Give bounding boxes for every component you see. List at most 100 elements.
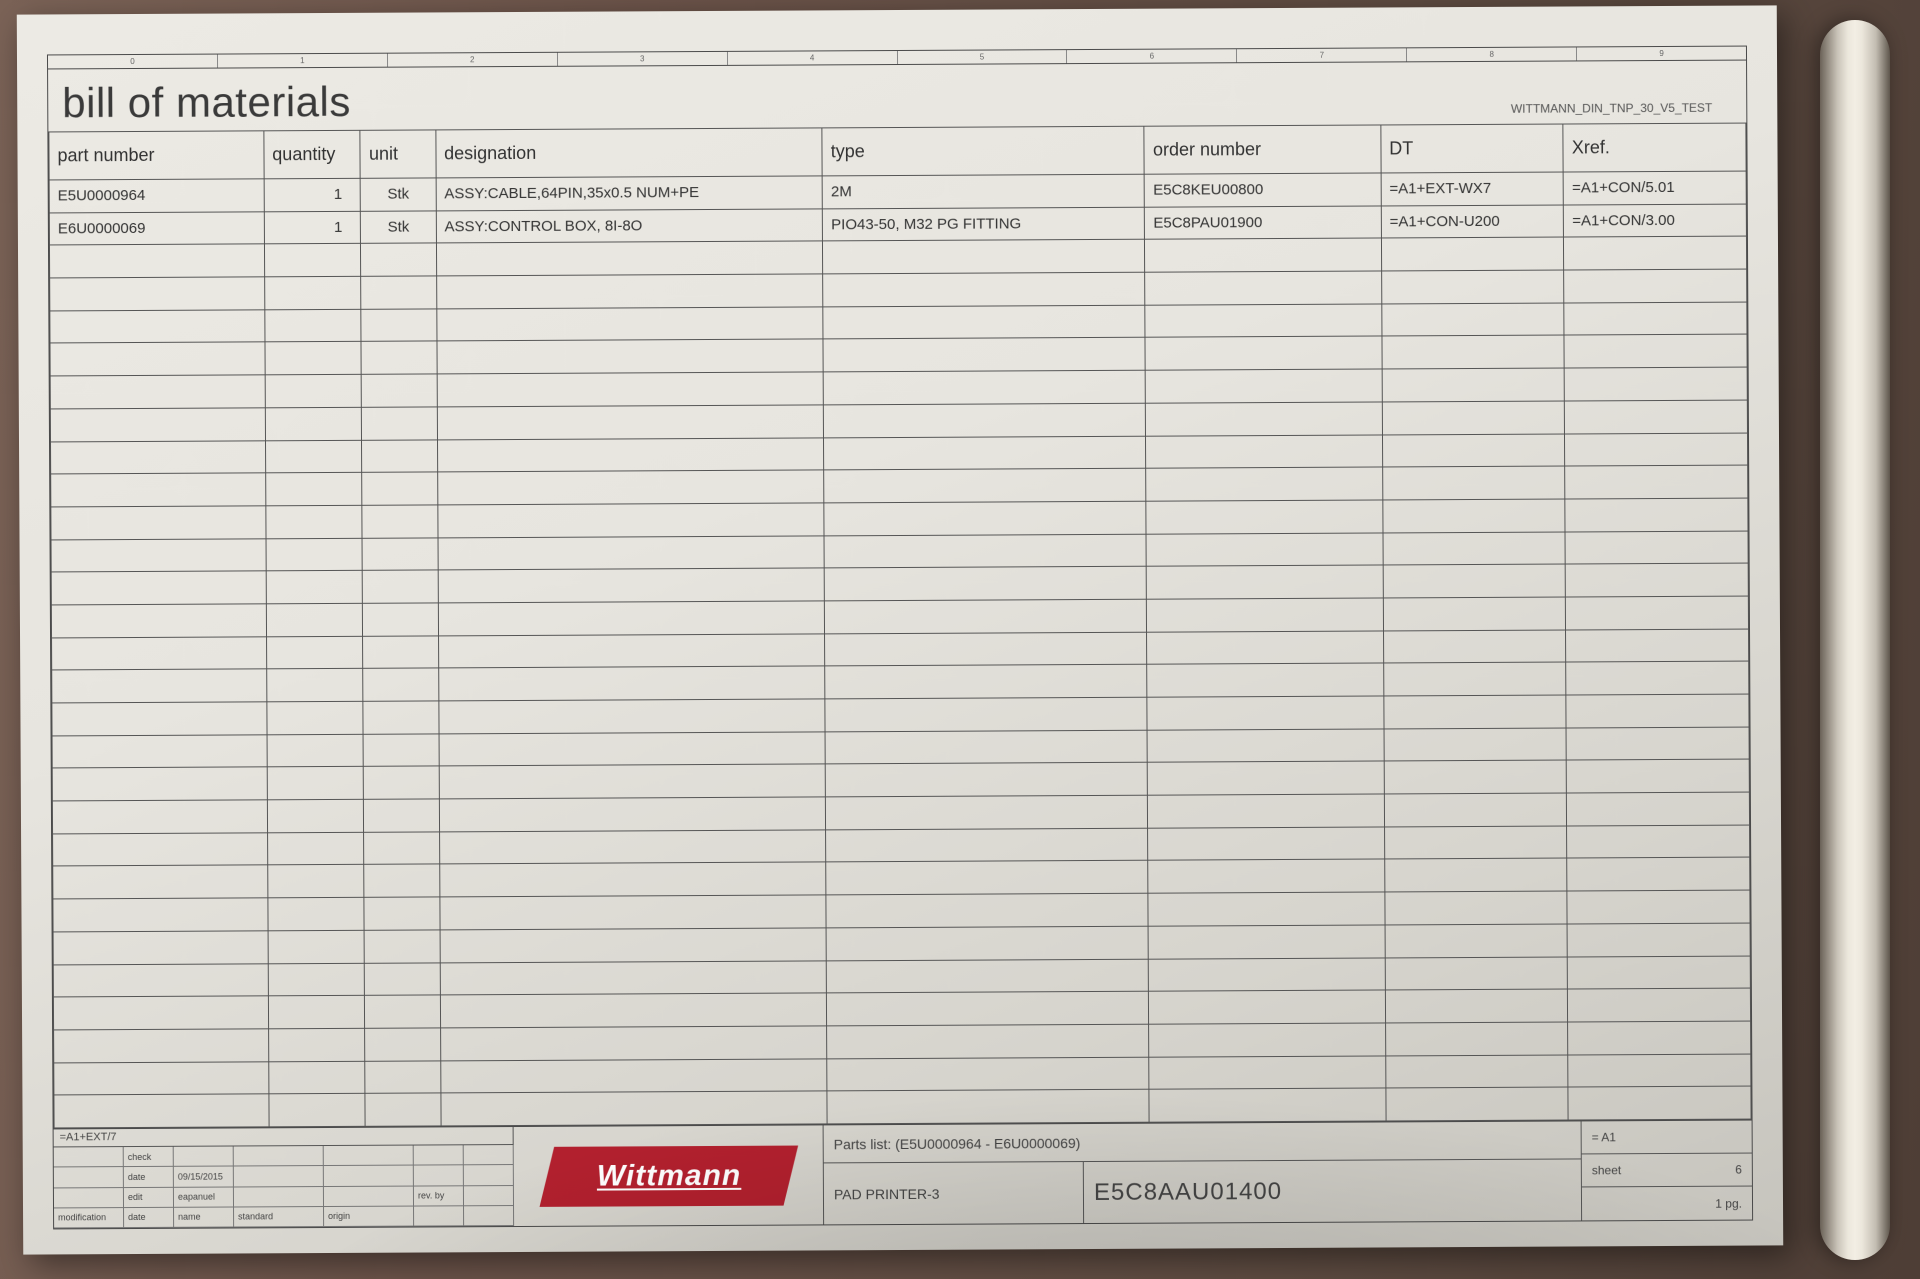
col-index: 4	[728, 51, 898, 65]
cell-quantity	[268, 930, 365, 963]
cell-unit	[365, 1093, 440, 1126]
cell-xref	[1564, 236, 1747, 270]
col-unit: unit	[360, 130, 435, 178]
cell-type	[824, 403, 1146, 437]
brand-text: Wittmann	[596, 1158, 741, 1193]
cell-designation	[440, 1058, 827, 1093]
cell-xref	[1566, 629, 1749, 663]
cell-part_number	[53, 963, 268, 997]
cell-part_number	[51, 473, 266, 507]
cell-order_number	[1148, 794, 1384, 828]
cell-part_number	[51, 604, 266, 638]
cell-order_number	[1149, 925, 1385, 959]
cell-dt	[1382, 303, 1565, 337]
cell-order_number	[1146, 500, 1382, 534]
cell-dt: =A1+EXT-WX7	[1381, 172, 1564, 206]
mod-cell: name	[174, 1207, 234, 1228]
cell-xref	[1568, 1054, 1751, 1088]
cell-quantity	[266, 505, 363, 538]
mod-cell	[324, 1146, 414, 1167]
cell-xref	[1566, 694, 1749, 728]
cell-designation	[439, 764, 826, 799]
cell-part_number	[53, 865, 268, 899]
cell-unit	[361, 243, 436, 276]
cell-order_number	[1147, 631, 1383, 665]
cell-designation	[440, 993, 827, 1028]
cell-unit	[361, 309, 436, 342]
cell-type	[826, 828, 1148, 862]
cell-unit: Stk	[361, 178, 436, 211]
mod-cell: modification	[54, 1208, 124, 1229]
cell-order_number	[1145, 336, 1381, 370]
cell-unit	[364, 766, 439, 799]
document-number: E5C8AAU01400	[1084, 1159, 1581, 1223]
col-order_number: order number	[1144, 125, 1381, 174]
cell-quantity	[266, 669, 363, 702]
mod-cell	[54, 1167, 124, 1188]
cell-part_number	[50, 342, 265, 376]
pg-label: 1 pg.	[1715, 1196, 1742, 1210]
cell-designation	[438, 601, 825, 636]
cell-type	[827, 959, 1149, 993]
cell-quantity: 1	[264, 178, 361, 211]
cell-unit	[362, 472, 437, 505]
cell-order_number	[1146, 467, 1382, 501]
mod-cell: rev. by	[414, 1186, 464, 1207]
cell-type	[825, 763, 1147, 797]
cell-part_number	[50, 375, 265, 409]
sheet-value: 6	[1735, 1163, 1742, 1177]
cell-order_number	[1146, 434, 1382, 468]
mod-cell	[464, 1206, 514, 1227]
cell-quantity	[264, 244, 361, 277]
cell-unit	[365, 962, 440, 995]
mod-cell: origin	[324, 1206, 414, 1227]
cell-part_number	[50, 408, 265, 442]
cell-quantity: 1	[264, 211, 361, 244]
cell-quantity	[268, 1028, 365, 1061]
cell-part_number: E5U0000964	[49, 179, 264, 213]
cell-type	[826, 795, 1148, 829]
cell-order_number	[1147, 565, 1383, 599]
cell-order_number	[1145, 304, 1381, 338]
cell-designation	[440, 960, 827, 995]
cell-dt: =A1+CON-U200	[1381, 205, 1564, 239]
col-part_number: part number	[49, 131, 264, 180]
cell-part_number	[49, 244, 264, 278]
cell-part_number	[50, 310, 265, 344]
cell-unit	[363, 701, 438, 734]
cell-xref	[1566, 563, 1749, 597]
cell-quantity	[268, 995, 365, 1028]
cell-xref	[1568, 956, 1751, 990]
mod-cell	[464, 1165, 514, 1186]
cell-part_number	[53, 833, 268, 867]
cell-type	[824, 501, 1146, 535]
cell-type	[823, 272, 1145, 306]
cell-part_number	[54, 1061, 269, 1095]
mod-cell	[324, 1186, 414, 1207]
cell-quantity	[266, 538, 363, 571]
mod-cell	[174, 1146, 234, 1167]
cell-xref	[1568, 1086, 1751, 1120]
cell-part_number	[51, 571, 266, 605]
cell-part_number	[51, 538, 266, 572]
cell-quantity	[267, 734, 364, 767]
cell-dt	[1385, 957, 1568, 991]
cell-xref	[1565, 531, 1748, 565]
cell-order_number	[1147, 663, 1383, 697]
cell-xref	[1564, 367, 1747, 401]
cell-quantity	[268, 865, 365, 898]
mod-cell	[414, 1166, 464, 1187]
cell-designation: ASSY:CABLE,64PIN,35x0.5 NUM+PE	[436, 176, 823, 211]
cell-part_number	[53, 898, 268, 932]
cell-designation	[436, 274, 823, 309]
cell-type	[827, 1089, 1149, 1123]
cell-dt	[1385, 924, 1568, 958]
cell-xref: =A1+CON/5.01	[1563, 171, 1746, 205]
cell-xref	[1568, 988, 1751, 1022]
cell-unit	[362, 407, 437, 440]
titleblock-left: =A1+EXT/7 checkdate09/15/2015editeapanue…	[54, 1127, 515, 1228]
cell-order_number	[1149, 1056, 1385, 1090]
cell-type	[827, 1057, 1149, 1091]
cell-designation	[437, 503, 824, 538]
cell-designation	[440, 1026, 827, 1061]
